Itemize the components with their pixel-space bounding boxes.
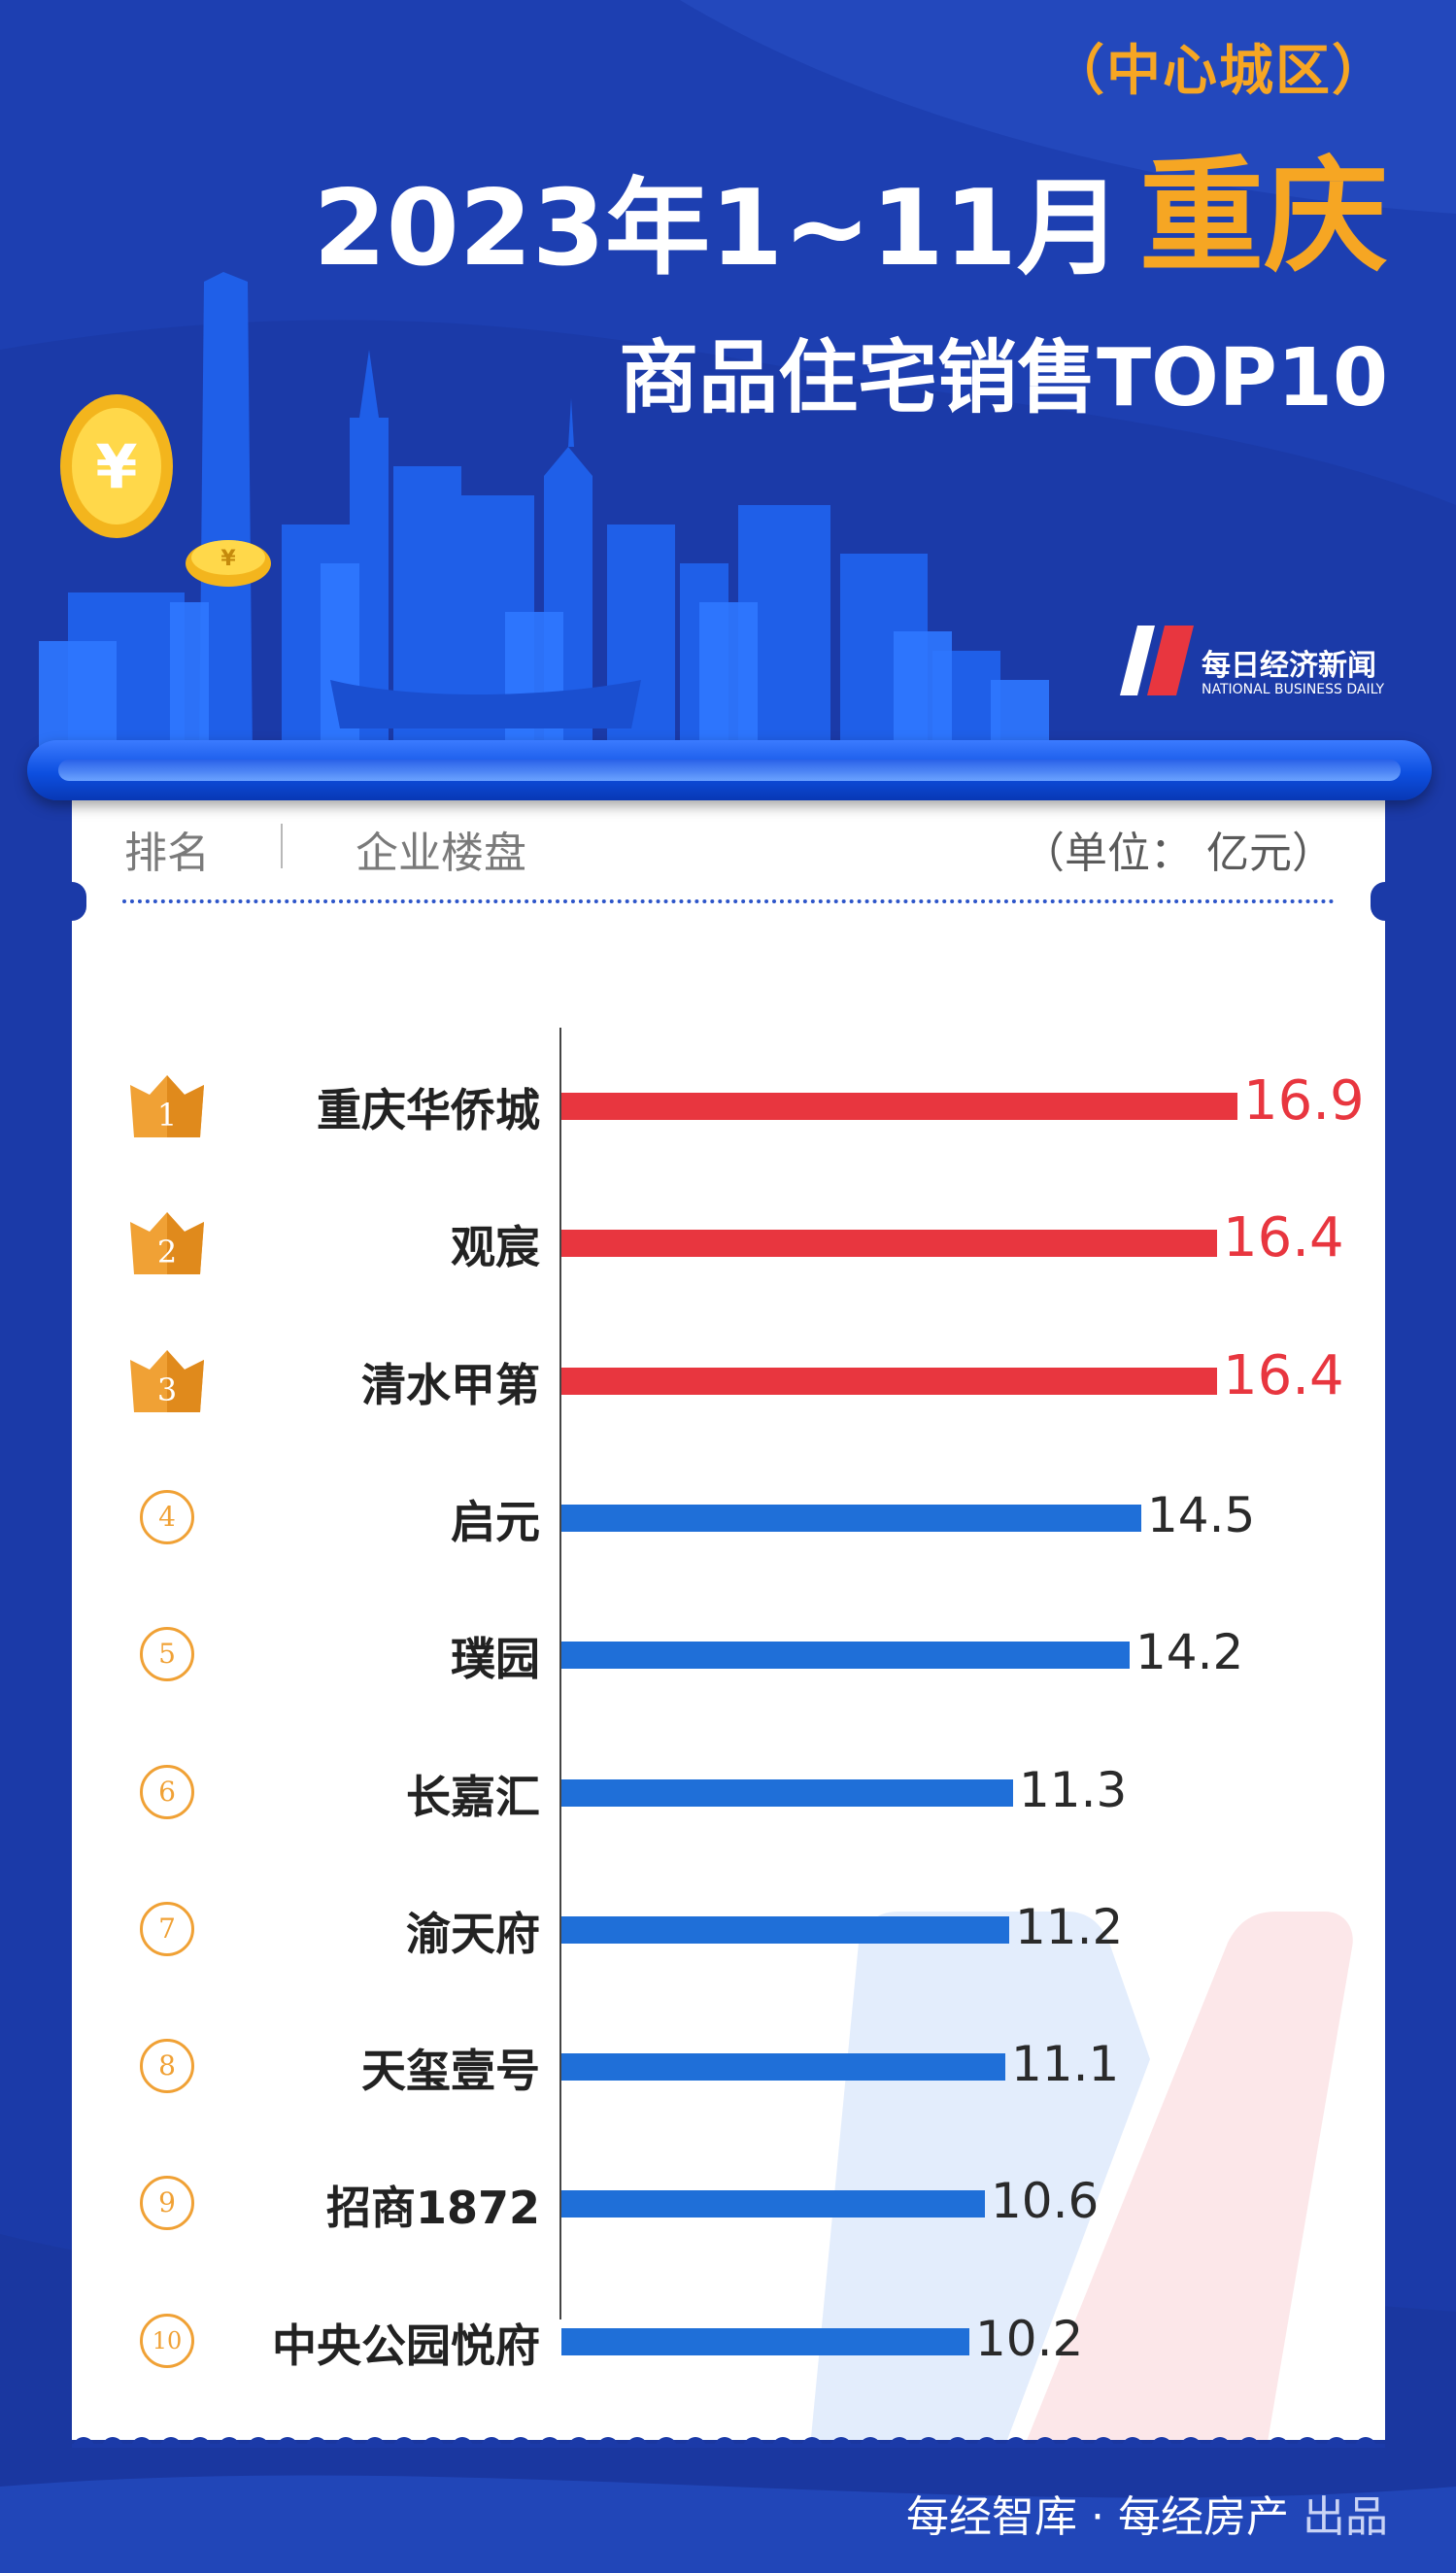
bar-value-label: 11.1 [1011, 2036, 1120, 2093]
bar [561, 2190, 985, 2218]
bar-category-label: 清水甲第 [361, 1358, 540, 1411]
footer-producers: 每经智库 · 每经房产 [906, 2492, 1289, 2542]
bar-row: 7 渝天府 11.2 [72, 1878, 1385, 1975]
city-skyline-illustration: ¥ ¥ [39, 272, 1049, 758]
ranking-card: 排名 企业楼盘 （单位： 亿元） 1 重庆华侨城 16.9 2 观宸 16.4 3 清水甲第 1… [72, 777, 1385, 2440]
svg-text:¥: ¥ [95, 431, 137, 502]
rank-number: 8 [140, 2039, 194, 2094]
bar [561, 1915, 1009, 1944]
rank-number: 5 [140, 1627, 194, 1682]
bar-row: 3 清水甲第 16.4 [72, 1329, 1385, 1426]
title-subtitle: 商品住宅销售TOP10 [619, 332, 1388, 424]
bar-row: 10 中央公园悦府 10.2 [72, 2289, 1385, 2387]
rank-number: 6 [140, 1764, 194, 1819]
rank-number: 10 [140, 2313, 194, 2368]
bar-value-label: 16.4 [1223, 1206, 1344, 1270]
watermark-logo [810, 1912, 1353, 2440]
bar-category-label: 璞园 [451, 1633, 540, 1686]
header-separator [281, 824, 283, 868]
bar [561, 1642, 1130, 1670]
bar-value-label: 11.2 [1015, 1898, 1124, 1955]
svg-text:¥: ¥ [220, 547, 236, 571]
bar-value-label: 10.6 [991, 2173, 1100, 2230]
brand-name-cn: 每日经济新闻 [1202, 649, 1376, 683]
crown-rank-icon: 2 [126, 1208, 208, 1276]
bar [561, 2053, 1005, 2082]
scroll-roller [27, 740, 1432, 800]
bar-row: 5 璞园 14.2 [72, 1603, 1385, 1700]
small-coin-icon: ¥ [186, 540, 271, 587]
bar [561, 1504, 1141, 1532]
header-project: 企业楼盘 [356, 829, 526, 878]
bar-row: 1 重庆华侨城 16.9 [72, 1054, 1385, 1151]
rank-number: 2 [156, 1234, 178, 1271]
dotted-divider [122, 899, 1335, 903]
bar-category-label: 中央公园悦府 [272, 2319, 540, 2372]
bar-row: 8 天玺壹号 11.1 [72, 2014, 1385, 2112]
brand-logo: 每日经济新闻 NATIONAL BUSINESS DAILY [1112, 622, 1404, 699]
bar-row: 9 招商1872 10.6 [72, 2151, 1385, 2249]
bar-value-label: 10.2 [975, 2310, 1084, 2367]
region-label: （中心城区） [1050, 40, 1388, 103]
bar-category-label: 长嘉汇 [406, 1770, 540, 1823]
crown-rank-icon: 3 [126, 1346, 208, 1414]
bar-category-label: 天玺壹号 [361, 2045, 540, 2098]
bar [561, 1093, 1237, 1120]
title-period: 2023年1~11月 [313, 168, 1122, 289]
brand-name-en: NATIONAL BUSINESS DAILY [1202, 682, 1385, 697]
bar-value-label: 16.9 [1243, 1069, 1365, 1133]
bar-category-label: 渝天府 [406, 1907, 540, 1960]
bar-value-label: 11.3 [1019, 1761, 1128, 1818]
title-city: 重庆 [1138, 145, 1388, 289]
rank-number: 3 [156, 1371, 178, 1408]
header-rank: 排名 [124, 829, 210, 878]
bar [561, 2327, 969, 2355]
bar-row: 4 启元 14.5 [72, 1466, 1385, 1563]
bar-value-label: 16.4 [1223, 1343, 1344, 1407]
rank-number: 7 [140, 1901, 194, 1956]
nbd-logo-icon [1120, 626, 1194, 695]
title-line1: 2023年1~11月 重庆 [313, 116, 1388, 295]
bar-category-label: 重庆华侨城 [317, 1084, 540, 1136]
bar-row: 6 长嘉汇 11.3 [72, 1741, 1385, 1838]
yuan-coin-icon: ¥ [60, 394, 173, 538]
bar-category-label: 招商1872 [325, 2182, 540, 2235]
rank-number: 9 [140, 2176, 194, 2231]
bar [561, 1230, 1217, 1258]
rank-number: 1 [156, 1097, 178, 1134]
bar-value-label: 14.2 [1135, 1624, 1244, 1681]
bar [561, 1778, 1013, 1807]
footer-credit: 每经智库 · 每经房产 出品 [906, 2482, 1388, 2544]
bar-row: 2 观宸 16.4 [72, 1191, 1385, 1288]
rank-number: 4 [140, 1489, 194, 1544]
bar [561, 1367, 1217, 1395]
footer-suffix: 出品 [1303, 2492, 1388, 2542]
bar-category-label: 观宸 [451, 1221, 540, 1274]
left-notch [72, 882, 86, 921]
bar-category-label: 启元 [451, 1495, 540, 1548]
header-unit: （单位： 亿元） [1022, 829, 1335, 878]
right-notch [1371, 882, 1385, 921]
card-scalloped-edge [72, 2437, 1385, 2448]
title-block: （中心城区） 2023年1~11月 重庆 商品住宅销售TOP10 [313, 27, 1388, 428]
bar-value-label: 14.5 [1147, 1486, 1256, 1543]
y-axis-line [559, 1028, 561, 2319]
crown-rank-icon: 1 [126, 1071, 208, 1139]
